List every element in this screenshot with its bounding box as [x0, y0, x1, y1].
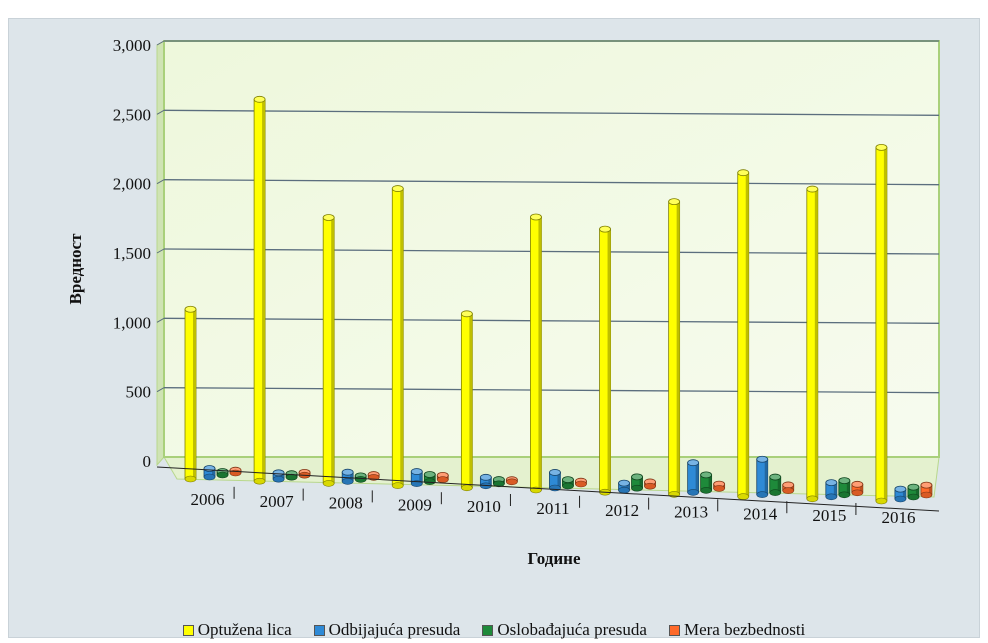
legend-swatch: [482, 624, 494, 636]
y-tick-label: 0: [143, 452, 152, 471]
x-tick-label: 2006: [191, 490, 225, 509]
bar: [530, 213, 542, 494]
legend-item: Odbijajuća presuda: [313, 620, 461, 640]
bar: [713, 480, 726, 492]
x-tick-label: 2008: [329, 494, 363, 513]
bar: [322, 214, 335, 487]
bar: [492, 476, 505, 488]
chart-plot: 0 500 1,000 1,500 2,000 2,500 3,000 2006 2007 20…: [66, 36, 940, 568]
bar: [391, 185, 404, 489]
bar: [700, 471, 713, 494]
bar: [838, 477, 851, 499]
bar: [907, 483, 920, 501]
bar: [920, 481, 933, 499]
x-tick-label: 2012: [605, 501, 639, 520]
legend-label: Mera bezbednosti: [683, 620, 806, 639]
legend-item: Mera bezbednosti: [668, 620, 806, 640]
bar: [298, 468, 311, 479]
x-axis-title: Године: [527, 549, 581, 568]
x-tick-label: 2016: [881, 508, 915, 527]
bar: [253, 95, 266, 485]
bar: [272, 469, 285, 483]
bar: [203, 465, 216, 481]
bar: [575, 477, 587, 488]
legend-swatch: [313, 624, 325, 636]
bar: [549, 469, 561, 492]
bar: [851, 480, 864, 497]
x-tick-label: 2007: [260, 492, 295, 511]
legend-item: Oslobađajuća presuda: [482, 620, 647, 640]
legend-item: Optužena lica: [182, 620, 292, 640]
x-tick-label: 2010: [467, 497, 501, 516]
x-tick-label: 2011: [536, 499, 569, 518]
bar: [631, 473, 643, 492]
bar: [894, 485, 907, 503]
y-axis-title: Вредност: [66, 233, 85, 305]
bar: [436, 471, 449, 483]
bar: [423, 471, 436, 485]
x-tick-label: 2013: [674, 503, 708, 522]
legend-label: Odbijajuća presuda: [328, 620, 461, 639]
y-tick-label: 500: [126, 383, 152, 402]
chart-frame: 0 500 1,000 1,500 2,000 2,500 3,000 2006 2007 20…: [8, 18, 980, 638]
bar: [285, 470, 298, 481]
x-tick-label: 2014: [743, 504, 778, 523]
bar: [460, 310, 473, 492]
bar: [216, 468, 229, 479]
bar: [782, 481, 795, 494]
bar: [562, 476, 574, 490]
bar: [687, 459, 700, 496]
legend-swatch: [668, 624, 680, 636]
bar: [618, 479, 630, 494]
bar: [644, 478, 656, 490]
bar: [769, 473, 782, 496]
x-tick-label: 2015: [812, 506, 846, 525]
bar: [354, 472, 367, 483]
legend-label: Oslobađajuća presuda: [497, 620, 647, 639]
bar: [479, 473, 492, 490]
bar: [875, 143, 888, 505]
bar: [806, 185, 819, 503]
bar: [599, 225, 611, 496]
bar: [756, 455, 769, 498]
legend-label: Optužena lica: [197, 620, 292, 639]
bar: [505, 476, 518, 486]
y-tick-label: 2,000: [113, 175, 151, 194]
legend: Optužena lica Odbijajuća presuda Oslobađaj…: [0, 618, 988, 642]
x-tick-label: 2009: [398, 495, 432, 514]
legend-swatch: [182, 624, 194, 636]
y-tick-label: 3,000: [113, 36, 151, 55]
y-tick-label: 1,000: [113, 313, 151, 332]
y-tick-label: 2,500: [113, 105, 151, 124]
bar: [184, 305, 197, 483]
bar: [825, 479, 838, 501]
bar: [737, 169, 750, 500]
bar: [341, 468, 354, 485]
y-tick-label: 1,500: [113, 244, 151, 263]
bar: [668, 198, 681, 498]
bar: [410, 468, 423, 487]
